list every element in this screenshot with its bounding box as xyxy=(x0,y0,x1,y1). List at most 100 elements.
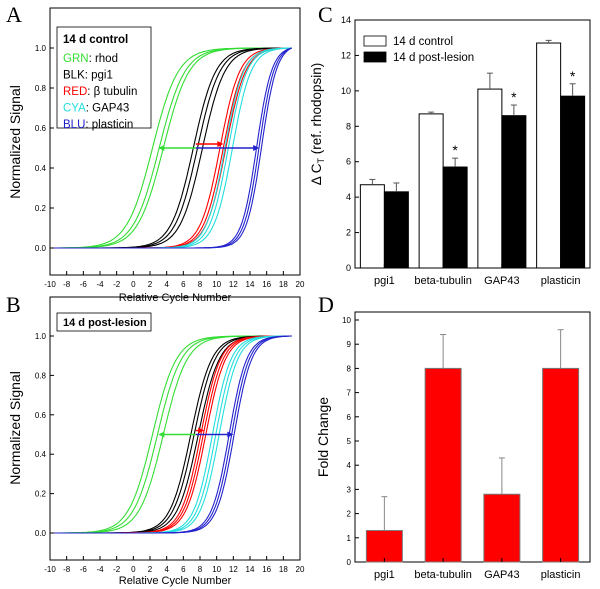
panel-label-b: B xyxy=(6,292,21,317)
arrow-head xyxy=(198,427,205,434)
legend-label: : GAP43 xyxy=(86,103,129,115)
bar xyxy=(424,367,462,563)
panel-c-bar-chart: * * * 0 2 4 6 8 10 12 14 pgi1 beta-tubulin GAP43 plas… xyxy=(309,15,591,287)
x-tick-label: 2 xyxy=(148,565,153,574)
x-tick-label: 16 xyxy=(262,565,271,574)
y-tick-label: 0.8 xyxy=(35,371,47,380)
legend-title: 14 d control xyxy=(63,34,128,46)
panel-label-c: C xyxy=(318,2,333,27)
x-tick-label: 0 xyxy=(131,280,136,289)
y-tick-label: 10 xyxy=(341,86,351,96)
x-tick-label: 2 xyxy=(148,280,153,289)
bar xyxy=(383,191,409,269)
curve-rhod xyxy=(50,47,292,249)
legend-label: : rhod xyxy=(89,53,118,65)
y-tick-label: 0.8 xyxy=(35,84,47,93)
plot-frame xyxy=(354,19,591,269)
arrow-head xyxy=(158,431,165,438)
bar xyxy=(536,42,562,269)
bar xyxy=(483,493,521,563)
x-tick-label: 18 xyxy=(279,280,288,289)
y-tick-label: 6 xyxy=(346,157,351,167)
x-tick-label: -10 xyxy=(44,280,56,289)
x-tick-label: -4 xyxy=(96,565,104,574)
y-tick-label: 3 xyxy=(347,485,352,494)
plot-frame xyxy=(49,296,301,561)
y-tick-label: 7 xyxy=(347,389,352,398)
legend: 14 d post-lesion xyxy=(56,312,152,332)
significance-marker: * xyxy=(511,89,517,105)
x-tick-label: 14 xyxy=(246,280,255,289)
legend-swatch-control xyxy=(363,35,387,47)
y-tick-label: 4 xyxy=(346,192,351,202)
legend-entry: RED: β tubulin xyxy=(63,86,137,98)
legend-entry: BLU: plasticin xyxy=(63,119,133,131)
x-tick-label: beta-tubulin xyxy=(414,569,472,581)
x-tick-label: 12 xyxy=(229,280,238,289)
y-tick-label: 2 xyxy=(347,510,352,519)
plot-frame xyxy=(354,311,591,563)
legend-entry: CYA: GAP43 xyxy=(63,103,129,115)
legend-box xyxy=(56,26,152,129)
x-tick-label: -10 xyxy=(44,565,56,574)
legend-entry: GRN: rhod xyxy=(63,53,118,65)
x-tick-label: 10 xyxy=(212,280,221,289)
bar xyxy=(359,184,385,269)
y-tick-label: 0 xyxy=(346,263,351,273)
x-tick-label: GAP43 xyxy=(484,275,519,287)
legend-code: BLU xyxy=(63,119,85,131)
legend-title: 14 d post-lesion xyxy=(63,317,147,329)
arrow-head xyxy=(227,431,234,438)
y-tick-label: 5 xyxy=(347,437,352,446)
y-tick-label: 4 xyxy=(347,461,352,470)
arrow-head xyxy=(158,145,165,151)
legend-code: CYA xyxy=(63,103,86,115)
y-tick-label: 12 xyxy=(341,50,351,60)
y-tick-label: 0.6 xyxy=(35,124,47,133)
legend-entry: BLK: pgi1 xyxy=(63,70,113,82)
x-tick-label: plasticin xyxy=(541,275,581,287)
significance-marker: * xyxy=(452,142,458,158)
panel-b-curve-chart: -10 -8 -6 -4 -2 0 2 4 6 8 10 12 14 16 18 20 0.0 0.2 0.4 0.6… xyxy=(7,296,305,587)
y-axis-label: Δ CT (ref. rhodopsin) xyxy=(309,63,326,186)
y-tick-label: 14 xyxy=(341,15,351,25)
x-tick-label: -4 xyxy=(96,280,104,289)
bar xyxy=(365,530,403,563)
x-tick-label: -8 xyxy=(63,280,71,289)
x-tick-label: 14 xyxy=(246,565,255,574)
arrow-head xyxy=(217,141,224,147)
y-tick-label: 6 xyxy=(347,413,352,422)
x-tick-label: 18 xyxy=(279,565,288,574)
x-tick-label: beta-tubulin xyxy=(414,275,472,287)
legend-code: RED xyxy=(63,86,87,98)
x-tick-label: 8 xyxy=(198,565,203,574)
legend-code: GRN xyxy=(63,53,89,65)
panel-label-d: D xyxy=(318,292,334,317)
y-tick-label: 0.0 xyxy=(35,244,47,253)
x-tick-label: 20 xyxy=(296,565,305,574)
x-tick-label: -6 xyxy=(80,280,88,289)
bar xyxy=(418,113,444,269)
x-tick-label: 6 xyxy=(181,565,186,574)
x-tick-label: 12 xyxy=(229,565,238,574)
bar xyxy=(442,166,468,269)
legend-label-control: 14 d control xyxy=(393,36,453,48)
x-tick-label: pgi1 xyxy=(374,275,395,287)
x-tick-label: -6 xyxy=(80,565,88,574)
y-tick-label: 1.0 xyxy=(35,332,47,341)
y-tick-label: 8 xyxy=(347,364,352,373)
y-tick-label: 0.4 xyxy=(35,164,47,173)
x-axis-label: Relative Cycle Number xyxy=(119,292,232,304)
panel-label-a: A xyxy=(6,2,22,27)
panel-a-curve-chart: -10 -8 -6 -4 -2 0 2 4 6 8 10 12 14 16 18 20 0.0 0.2 0.4 0.6… xyxy=(7,7,305,304)
legend-label-lesion: 14 d post-lesion xyxy=(393,52,474,64)
panel-d-bar-chart: 0 1 2 3 4 5 6 7 8 9 10 pgi1 beta-tubulin GAP43 plastic… xyxy=(315,311,591,581)
x-axis-label: Relative Cycle Number xyxy=(119,575,232,587)
curve-plasticin xyxy=(50,335,292,534)
y-tick-label: 9 xyxy=(347,340,352,349)
x-tick-label: 6 xyxy=(181,280,186,289)
plot-frame xyxy=(49,7,301,276)
x-tick-label: 20 xyxy=(296,280,305,289)
x-tick-label: -8 xyxy=(63,565,71,574)
legend: 14 d control 14 d post-lesion xyxy=(363,35,474,64)
